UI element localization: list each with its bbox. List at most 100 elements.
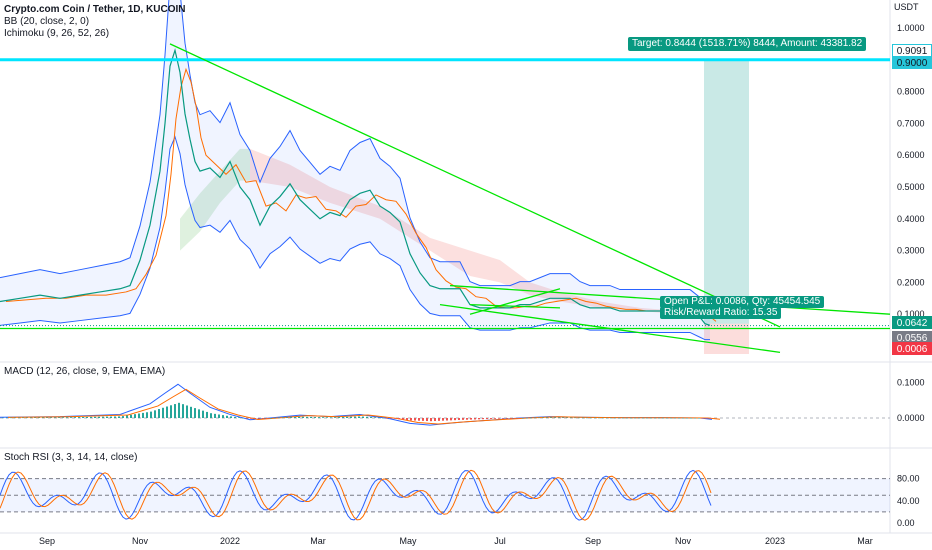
price-tick-label: 0.8000 [897, 87, 925, 97]
macd-hist-bar [118, 416, 120, 418]
macd-hist-bar [286, 417, 288, 418]
price-line [0, 47, 711, 326]
macd-legend[interactable]: MACD (12, 26, close, 9, EMA, EMA) [4, 366, 166, 377]
macd-hist-bar [278, 417, 280, 419]
macd-hist-bar [338, 417, 340, 418]
ichimoku-legend[interactable]: Ichimoku (9, 26, 52, 26) [4, 28, 110, 39]
macd-hist-bar [550, 417, 552, 418]
macd-hist-bar [70, 417, 72, 418]
macd-hist-bar [66, 417, 68, 418]
bb-fill [0, 0, 710, 340]
macd-hist-bar [578, 417, 580, 419]
macd-hist-bar [222, 415, 224, 418]
main-legend: Crypto.com Coin / Tether, 1D, KUCOIN BB … [4, 4, 186, 40]
macd-hist-bar [414, 418, 416, 421]
macd-hist-bar [610, 417, 612, 419]
macd-hist-bar [546, 417, 548, 418]
stoch-d-line [0, 469, 712, 521]
macd-hist-bar [90, 416, 92, 418]
macd-hist-bar [94, 416, 96, 418]
macd-hist-bar [38, 417, 40, 418]
macd-hist-bar [226, 415, 228, 418]
macd-hist-bar [626, 417, 628, 419]
macd-hist-bar [486, 418, 488, 420]
macd-hist-bar [574, 417, 576, 419]
macd-hist-bar [302, 416, 304, 418]
stoch-tick-label: 0.00 [897, 518, 915, 528]
macd-hist-bar [146, 412, 148, 418]
macd-hist-bar [446, 418, 448, 421]
macd-hist-bar [334, 417, 336, 418]
time-tick-label: Mar [857, 536, 873, 546]
trendline-1 [169, 43, 781, 328]
macd-hist-bar [238, 417, 240, 418]
stoch-legend[interactable]: Stoch RSI (3, 3, 14, 14, close) [4, 452, 138, 463]
macd-hist-bar [622, 417, 624, 419]
macd-hist-bar [22, 417, 24, 419]
open-pl-label[interactable]: Open P&L: 0.0086, Qty: 45454.545 [660, 296, 825, 308]
macd-hist-bar [310, 416, 312, 418]
macd-hist-bar [254, 418, 256, 419]
trendline-5 [469, 288, 561, 315]
macd-hist-bar [290, 417, 292, 418]
macd-hist-bar [662, 417, 664, 419]
macd-hist-bar [570, 417, 572, 419]
macd-hist-bar [98, 416, 100, 418]
macd-hist-bar [114, 416, 116, 418]
macd-hist-bar [614, 417, 616, 419]
macd-hist-bar [274, 417, 276, 419]
macd-hist-bar [682, 417, 684, 419]
macd-hist-bar [282, 417, 284, 418]
macd-hist-bar [482, 418, 484, 420]
macd-hist-bar [650, 417, 652, 419]
macd-hist-bar [474, 418, 476, 420]
price-tick-label: 0.3000 [897, 246, 925, 256]
macd-legend-wrap: MACD (12, 26, close, 9, EMA, EMA) [4, 366, 165, 378]
symbol-title[interactable]: Crypto.com Coin / Tether, 1D, KUCOIN [4, 4, 186, 15]
price-tag: 0.0642 [892, 316, 932, 329]
price-tick-label: 0.4000 [897, 214, 925, 224]
macd-hist-bar [390, 418, 392, 419]
macd-hist-bar [62, 417, 64, 418]
macd-hist-bar [594, 417, 596, 419]
macd-hist-bar [362, 416, 364, 418]
macd-hist-bar [358, 416, 360, 418]
macd-hist-bar [234, 416, 236, 418]
target-label[interactable]: Target: 0.8444 (1518.71%) 8444, Amount: … [628, 37, 867, 51]
macd-hist-bar [494, 418, 496, 419]
macd-hist-bar [54, 417, 56, 418]
trendline-6 [469, 304, 561, 309]
macd-hist-bar [174, 404, 176, 418]
macd-hist-bar [330, 417, 332, 418]
macd-hist-bar [542, 417, 544, 419]
macd-hist-bar [214, 413, 216, 418]
macd-hist-bar [230, 416, 232, 418]
bb-legend[interactable]: BB (20, close, 2, 0) [4, 16, 90, 27]
macd-hist-bar [654, 417, 656, 419]
macd-hist-bar [242, 417, 244, 419]
macd-hist-bar [658, 417, 660, 419]
macd-hist-bar [382, 417, 384, 419]
macd-hist-bar [142, 412, 144, 418]
macd-hist-bar [634, 417, 636, 419]
risk-reward-label[interactable]: Risk/Reward Ratio: 15.35 [660, 307, 782, 319]
macd-hist-bar [78, 417, 80, 418]
macd-hist-bar [502, 418, 504, 419]
macd-hist-bar [674, 417, 676, 419]
macd-hist-bar [686, 417, 688, 419]
macd-hist-bar [26, 417, 28, 419]
time-tick-label: 2022 [220, 536, 240, 546]
macd-hist-bar [526, 417, 528, 419]
macd-hist-bar [470, 418, 472, 420]
macd-hist-bar [498, 418, 500, 419]
macd-hist-bar [582, 417, 584, 419]
signal-line [7, 388, 721, 425]
macd-hist-bar [298, 416, 300, 418]
macd-hist-bar [706, 418, 708, 419]
price-tick-label: 0.6000 [897, 150, 925, 160]
macd-hist-bar [678, 417, 680, 419]
macd-hist-bar [534, 417, 536, 419]
macd-hist-bar [346, 416, 348, 418]
macd-hist-bar [46, 417, 48, 418]
